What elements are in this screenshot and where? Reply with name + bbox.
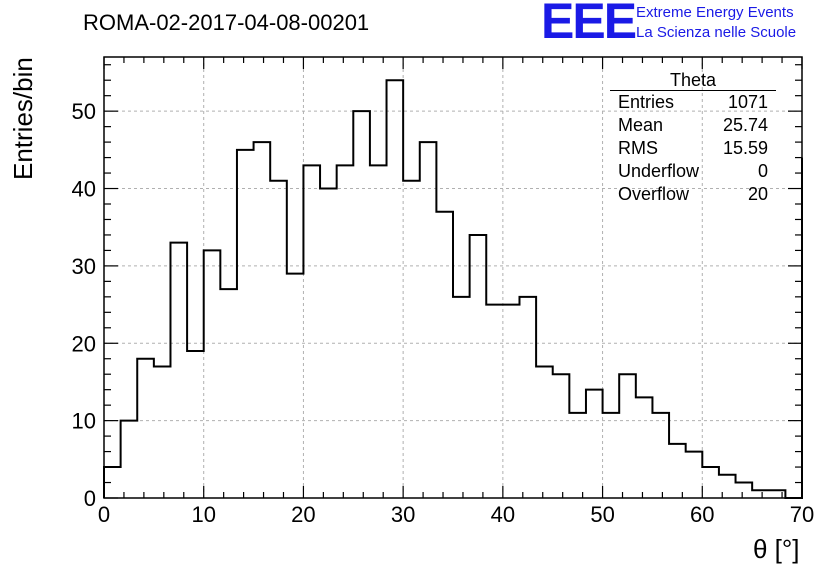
histogram-bin: [503, 305, 520, 498]
eee-logo: EEE: [541, 0, 637, 49]
histogram-bin: [636, 397, 653, 498]
y-tick-label: 40: [72, 177, 96, 202]
histogram-bin: [652, 413, 669, 498]
histogram-bin: [702, 467, 719, 498]
histogram-bin: [370, 165, 387, 498]
stats-value: 15.59: [722, 138, 768, 158]
stats-label: Underflow: [618, 161, 700, 181]
histogram-bin: [736, 483, 753, 498]
stats-value: 20: [747, 184, 768, 204]
y-tick-label: 30: [72, 254, 96, 279]
histogram-bin: [669, 444, 686, 498]
histogram-bars: [103, 79, 803, 499]
histogram-bin: [719, 475, 736, 498]
histogram-bin: [353, 111, 370, 498]
x-tick-label: 30: [391, 502, 415, 527]
histogram-bin: [287, 274, 304, 498]
x-axis-label: θ [°]: [753, 534, 800, 564]
x-tick-label: 60: [690, 502, 714, 527]
histogram-bin: [752, 490, 769, 498]
x-tick-label: 20: [291, 502, 315, 527]
stats-row: Overflow 20: [610, 183, 776, 206]
histogram-bin: [270, 181, 287, 498]
histogram-bin: [619, 374, 636, 498]
stats-box: Theta Entries 1071 Mean 25.74 RMS 15.59 …: [610, 70, 776, 206]
histogram-bin: [187, 351, 204, 498]
x-tick-label: 10: [191, 502, 215, 527]
histogram-bin: [220, 289, 237, 498]
stats-box-title: Theta: [610, 70, 776, 91]
histogram-bin: [486, 305, 503, 498]
histogram-bin: [204, 250, 221, 498]
histogram-bin: [553, 374, 570, 498]
y-tick-label: 10: [72, 409, 96, 434]
stats-label: Mean: [618, 115, 664, 135]
histogram-bin: [237, 150, 254, 498]
histogram-bin: [536, 366, 553, 498]
stats-label: Overflow: [618, 184, 690, 204]
histogram-bin: [387, 80, 404, 498]
histogram-bin: [403, 181, 420, 498]
histogram-bin: [420, 142, 437, 498]
histogram-bin: [603, 413, 620, 498]
histogram-bin: [170, 243, 187, 498]
histogram-bin: [320, 189, 337, 498]
histogram-bin: [121, 421, 138, 498]
x-tick-label: 70: [790, 502, 814, 527]
histogram-bin: [254, 142, 271, 498]
logo-text-line2: La Scienza nelle Scuole: [636, 24, 797, 41]
stats-row: Entries 1071: [610, 91, 776, 114]
histogram-bin: [470, 235, 487, 498]
stats-row: Mean 25.74: [610, 114, 776, 137]
histogram-bin: [137, 359, 154, 498]
stats-value: 1071: [727, 92, 768, 112]
x-tick-label: 0: [98, 502, 110, 527]
histogram-outline: [103, 79, 803, 499]
chart-title: ROMA-02-2017-04-08-00201: [83, 10, 370, 35]
y-tick-label: 50: [72, 99, 96, 124]
y-tick-label: 0: [84, 486, 96, 511]
histogram-bin: [453, 297, 470, 498]
stats-value: 25.74: [722, 115, 768, 135]
histogram-bin: [154, 366, 171, 498]
y-tick-label: 20: [72, 331, 96, 356]
plot-frame: [103, 56, 803, 499]
x-tick-label: 40: [491, 502, 515, 527]
stats-row: Underflow 0: [610, 160, 776, 183]
histogram-bin: [769, 490, 786, 498]
axes: 0 10 20 30 40 50 60 70 0 10 20 30 40 50: [72, 56, 814, 527]
stats-label: Entries: [618, 92, 675, 112]
histogram-bin: [519, 297, 536, 498]
logo-text-line1: Extreme Energy Events: [636, 4, 794, 21]
histogram-bin: [686, 452, 703, 498]
histogram-bin: [303, 165, 320, 498]
stats-row: RMS 15.59: [610, 137, 776, 160]
stats-value: 0: [757, 161, 768, 181]
histogram-bin: [586, 390, 603, 498]
histogram-bin: [337, 165, 354, 498]
histogram-bin: [569, 413, 586, 498]
stats-label: RMS: [618, 138, 658, 158]
x-tick-label: 50: [590, 502, 614, 527]
histogram-bin: [436, 212, 453, 498]
y-axis-label: Entries/bin: [8, 57, 38, 180]
